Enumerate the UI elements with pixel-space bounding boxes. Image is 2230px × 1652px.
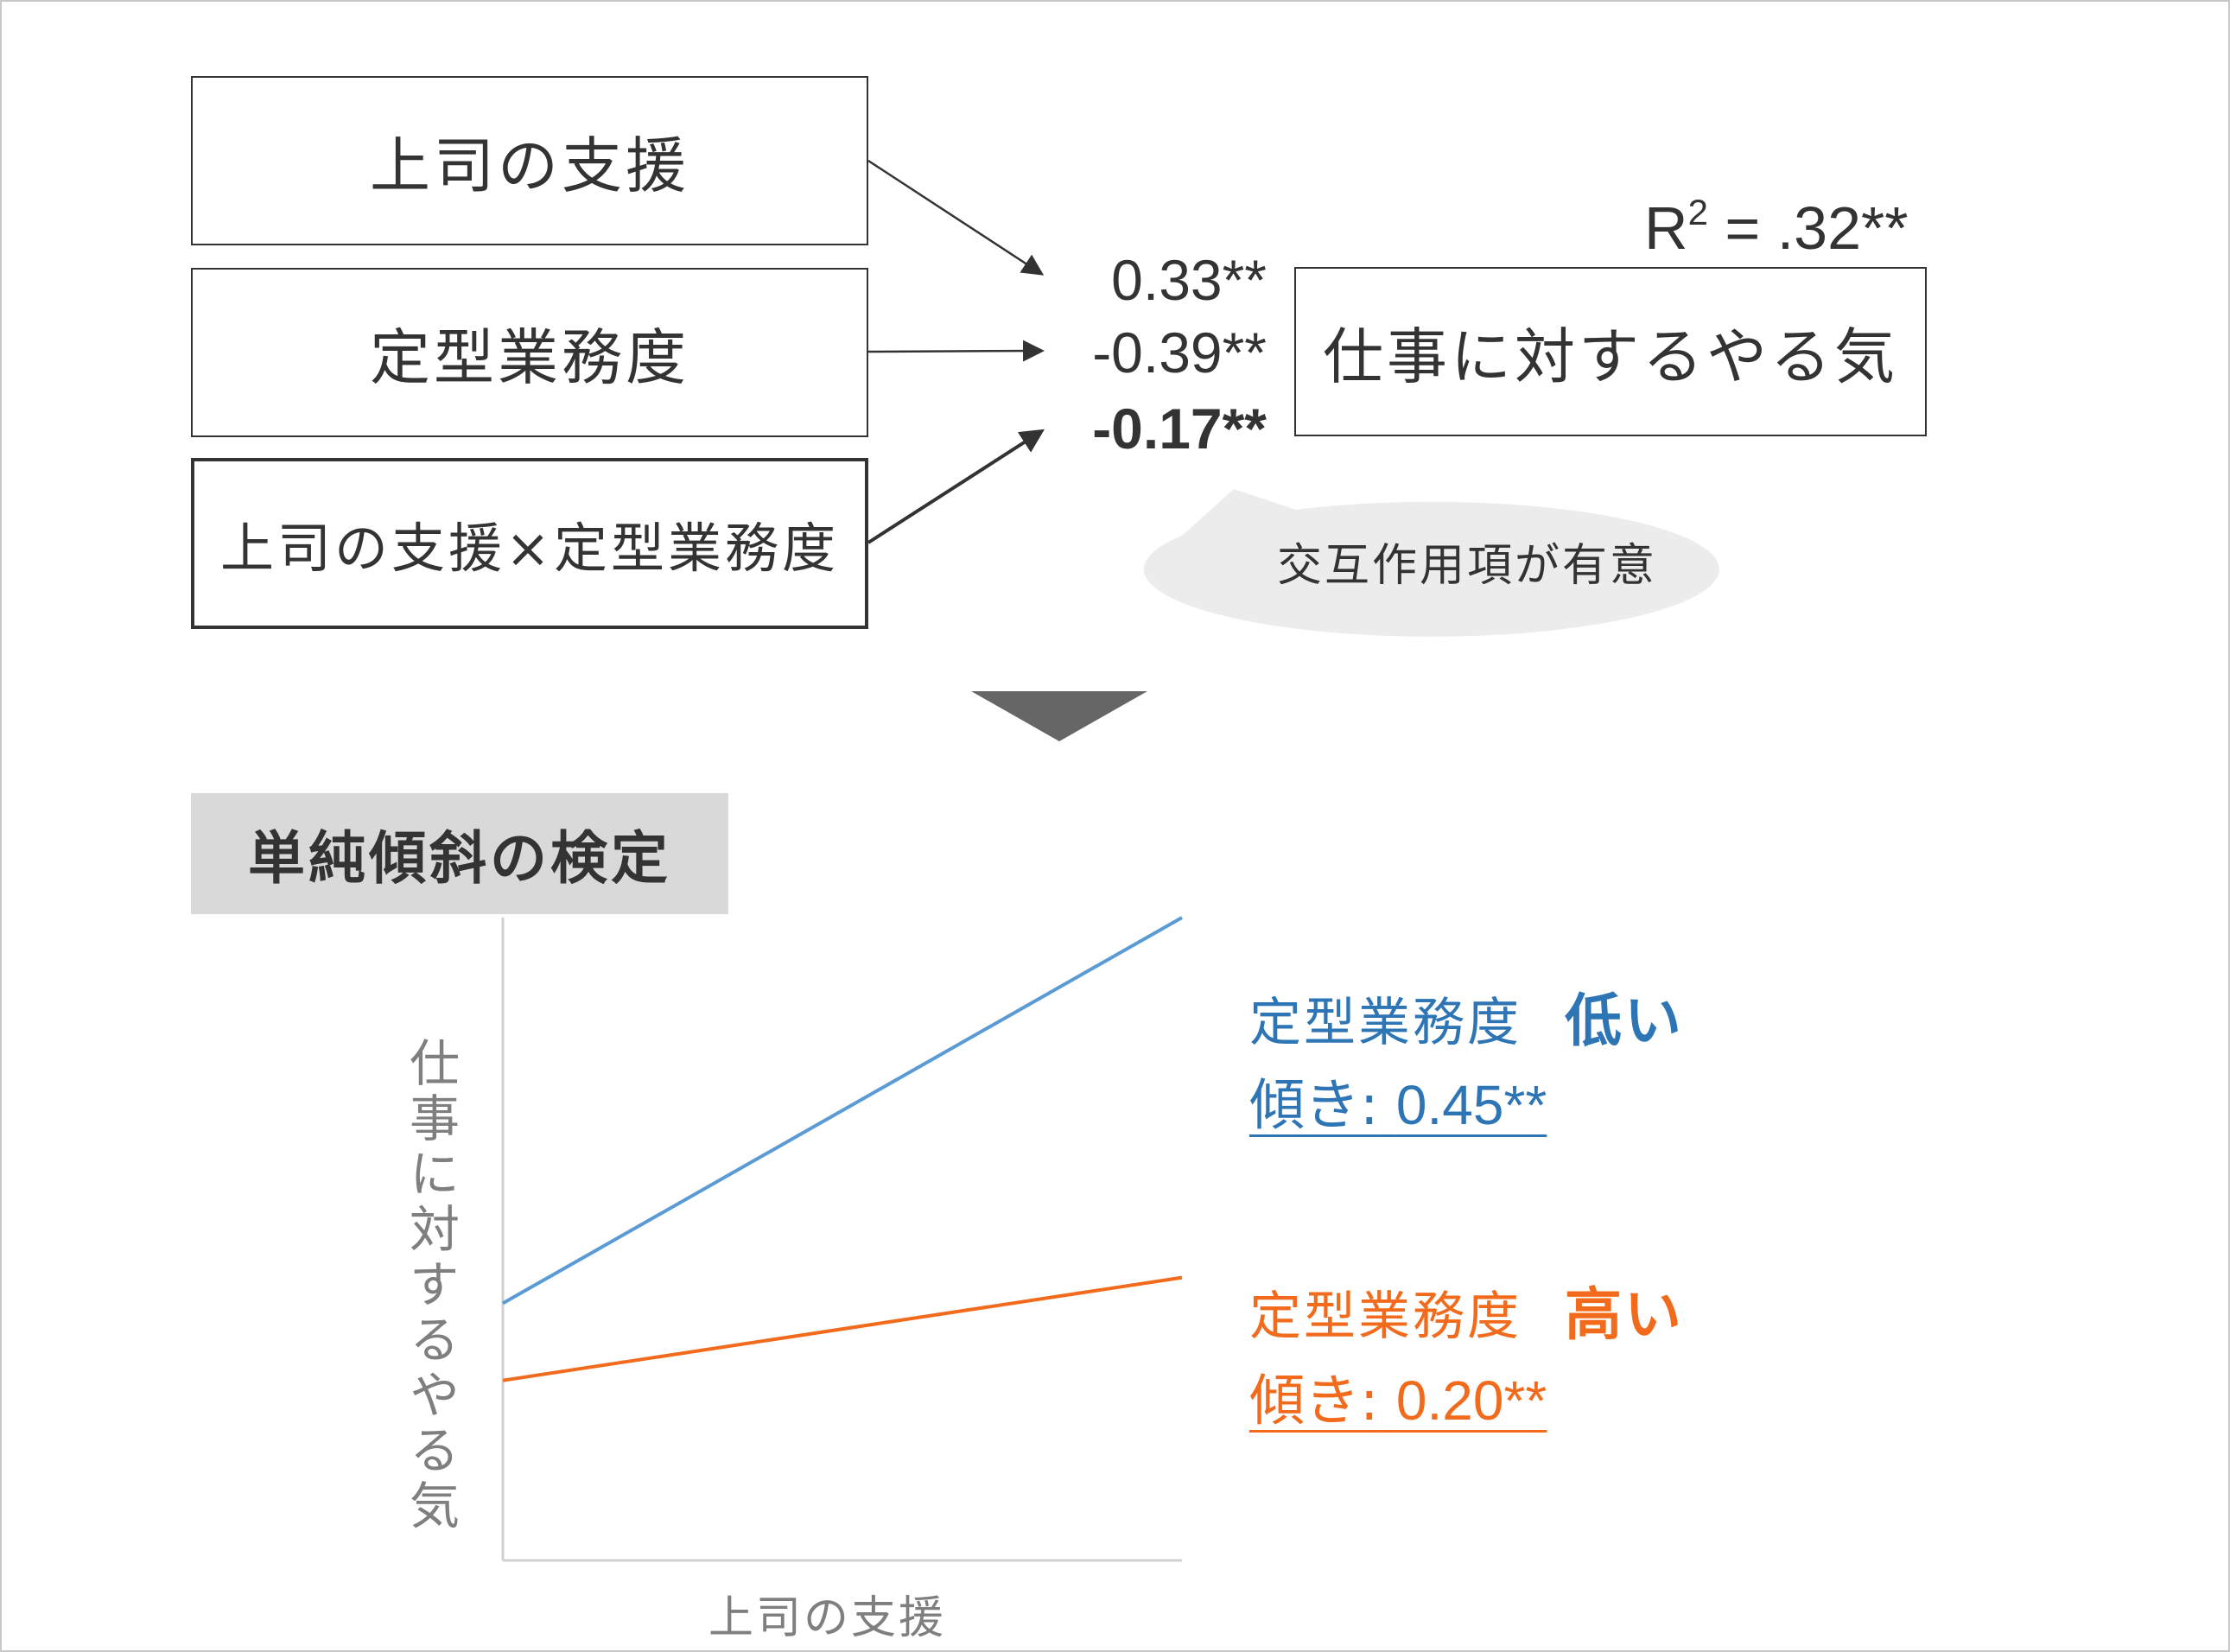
section-title: 単純傾斜の検定 [191, 793, 728, 914]
y-axis-title: 仕事に対するやる気 [401, 1037, 460, 1534]
arrow-supervisor-support [867, 159, 1045, 276]
predictor-box-routine-work: 定型業務度 [191, 268, 868, 437]
predictor-label: 上司の支援×定型業務度 [220, 517, 839, 580]
series-line-high-routine [502, 1275, 1183, 1382]
coef-routine-work: -0.39** [1092, 321, 1267, 384]
slope-label: 傾き: [1249, 1074, 1379, 1138]
down-arrow-icon [971, 691, 1147, 741]
coef-supervisor-support: 0.33** [1111, 248, 1267, 312]
outcome-box: 仕事に対するやる気 [1294, 267, 1927, 436]
slope-value: 0.20** [1395, 1369, 1547, 1432]
arrow-interaction [867, 429, 1045, 544]
predictor-box-supervisor-support: 上司の支援 [191, 76, 868, 245]
r-squared: R2 = .32** [1644, 192, 1909, 262]
predictor-label: 上司の支援 [370, 130, 689, 201]
predictor-label: 定型業務度 [370, 321, 689, 393]
legend-prefix: 定型業務度 [1249, 993, 1522, 1053]
bubble-text: 交互作用項が有意 [1277, 540, 1658, 592]
legend-prefix: 定型業務度 [1249, 1287, 1522, 1347]
legend-high-routine: 定型業務度 高い [1249, 1268, 1684, 1351]
outcome-label: 仕事に対するやる気 [1323, 321, 1898, 392]
slope-low-routine: 傾き: 0.45** [1249, 1061, 1547, 1141]
legend-low-routine: 定型業務度 低い [1249, 975, 1684, 1058]
legend-emphasis: 高い [1565, 1281, 1684, 1348]
arrow-routine-work [867, 340, 1045, 362]
coef-interaction: -0.17** [1092, 397, 1267, 461]
legend-emphasis: 低い [1565, 988, 1684, 1054]
slope-value: 0.45** [1395, 1074, 1547, 1136]
slope-high-routine: 傾き: 0.20** [1249, 1357, 1547, 1436]
x-axis-title: 上司の支援 [708, 1592, 947, 1644]
series-line-low-routine [502, 916, 1183, 1306]
slope-label: 傾き: [1249, 1369, 1379, 1433]
predictor-box-interaction: 上司の支援×定型業務度 [191, 458, 868, 629]
speech-bubble [1143, 489, 1719, 637]
